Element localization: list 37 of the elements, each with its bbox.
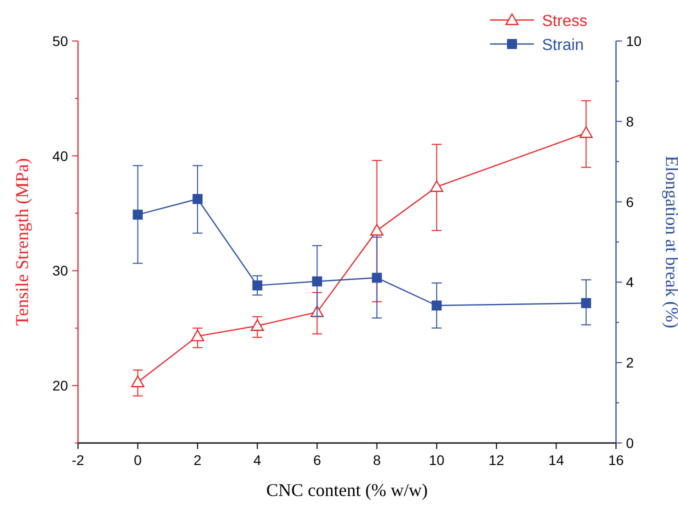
point — [312, 276, 322, 286]
x-tick-label: 14 — [548, 452, 564, 468]
point — [192, 194, 203, 204]
x-tick-label: 6 — [313, 452, 322, 468]
point — [370, 224, 384, 236]
x-tick-label: 8 — [372, 452, 381, 468]
legend-label: Strain — [542, 37, 584, 54]
y-tick-label: 20 — [52, 378, 68, 394]
point — [432, 300, 442, 311]
x-tick-label: 12 — [488, 452, 504, 468]
y-tick-label: 30 — [52, 262, 68, 279]
y2-tick-label: 10 — [626, 33, 642, 49]
point — [190, 330, 204, 342]
point — [430, 180, 444, 192]
x-tick-label: 4 — [253, 452, 262, 468]
point — [132, 210, 143, 220]
x-tick-label: 0 — [134, 452, 142, 468]
x-tick-label: 16 — [608, 452, 624, 468]
y2-tick-label: 2 — [626, 354, 634, 371]
point — [252, 280, 262, 290]
y2-tick-label: 0 — [626, 435, 634, 451]
y2-tick-label: 4 — [626, 274, 634, 290]
y2-tick-label: 8 — [626, 113, 634, 130]
point — [580, 126, 593, 138]
y-tick-label: 50 — [52, 33, 68, 49]
point — [372, 272, 382, 283]
x-tick-label: 10 — [428, 452, 445, 468]
x-axis-title: CNC content (% w/w) — [266, 480, 428, 500]
y2-tick-label: 6 — [626, 194, 634, 210]
point — [250, 319, 264, 331]
y-tick-label: 40 — [52, 148, 68, 164]
x-tick-label: -2 — [72, 452, 84, 468]
y-axis-title: Tensile Strength (MPa) — [12, 158, 32, 326]
point — [581, 298, 592, 308]
legend-label: Stress — [542, 13, 588, 30]
point — [131, 376, 144, 388]
x-tick-label: 2 — [194, 452, 202, 468]
